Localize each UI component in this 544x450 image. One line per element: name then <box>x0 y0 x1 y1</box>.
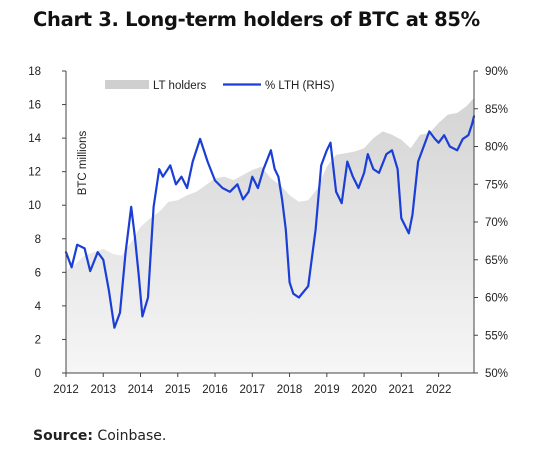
y-tick-label: 4 <box>35 301 42 313</box>
y-tick-label: 10 <box>28 200 41 212</box>
legend: LT holders % LTH (RHS) <box>105 80 335 92</box>
y2-tick-label: 80% <box>485 142 508 154</box>
x-tick-label: 2016 <box>202 384 228 396</box>
y2-tick-label: 70% <box>485 217 508 229</box>
x-tick-label: 2015 <box>165 384 191 396</box>
plot-line-group <box>64 115 476 329</box>
y2-tick-label: 75% <box>485 179 508 191</box>
series-line-pct-lth <box>64 115 476 329</box>
y2-tick-label: 90% <box>485 66 508 78</box>
y-tick-label: 8 <box>35 234 41 246</box>
y-tick-label: 0 <box>35 368 41 380</box>
x-tick-label: 2020 <box>351 384 377 396</box>
x-tick-label: 2013 <box>90 384 116 396</box>
source-note: Source: Coinbase. <box>33 428 166 444</box>
y2-tick-label: 50% <box>485 368 508 380</box>
x-tick-label: 2022 <box>426 384 452 396</box>
x-tick-label: 2018 <box>277 384 303 396</box>
y2-tick-label: 85% <box>485 104 508 116</box>
y2-tick-label: 65% <box>485 255 508 267</box>
x-tick-label: 2021 <box>389 384 415 396</box>
x-tick-label: 2014 <box>128 384 154 396</box>
y2-tick-label: 60% <box>485 293 508 305</box>
plot-axes: 0 2 4 6 8 10 12 14 16 18 50% 55% 60% 65% 70% 75% 80% 85% 9… <box>28 66 508 396</box>
source-label: Source: <box>33 428 93 444</box>
x-tick-label: 2017 <box>240 384 266 396</box>
y-tick-label: 14 <box>28 133 41 145</box>
x-tick-label: 2012 <box>53 384 79 396</box>
y-tick-label: 2 <box>35 334 41 346</box>
legend-label-pct-lth: % LTH (RHS) <box>265 80 335 92</box>
legend-swatch-lt-holders <box>105 80 149 89</box>
y-tick-label: 12 <box>28 167 41 179</box>
y2-tick-label: 55% <box>485 330 508 342</box>
legend-label-lt-holders: LT holders <box>153 80 207 92</box>
source-text: Coinbase. <box>97 428 167 444</box>
y-axis-label: BTC millions <box>77 130 89 195</box>
x-tick-label: 2019 <box>314 384 340 396</box>
y-tick-label: 6 <box>35 267 41 279</box>
y-tick-label: 16 <box>28 100 41 112</box>
chart-title: Chart 3. Long-term holders of BTC at 85% <box>33 8 480 31</box>
y-tick-label: 18 <box>28 66 41 78</box>
